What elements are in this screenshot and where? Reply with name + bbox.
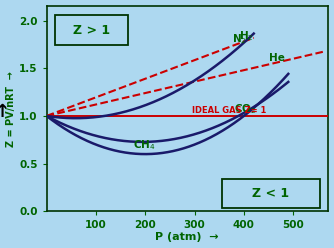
Text: IDEAL GAS Z= 1: IDEAL GAS Z= 1 bbox=[192, 106, 267, 115]
Bar bbox=[222, 179, 320, 208]
Text: He: He bbox=[269, 53, 285, 63]
Text: ↑: ↑ bbox=[0, 103, 9, 121]
Text: CH$_4$: CH$_4$ bbox=[133, 138, 155, 152]
Text: Z < 1: Z < 1 bbox=[253, 187, 290, 200]
Y-axis label: Z = PV/nRT  →: Z = PV/nRT → bbox=[6, 71, 16, 147]
Bar bbox=[55, 15, 129, 45]
Text: Z > 1: Z > 1 bbox=[73, 24, 111, 37]
X-axis label: P (atm)  →: P (atm) → bbox=[155, 232, 219, 242]
Text: N$_2$: N$_2$ bbox=[231, 32, 246, 46]
Text: H$_2$: H$_2$ bbox=[239, 30, 254, 43]
Text: CO$_2$: CO$_2$ bbox=[234, 102, 257, 116]
